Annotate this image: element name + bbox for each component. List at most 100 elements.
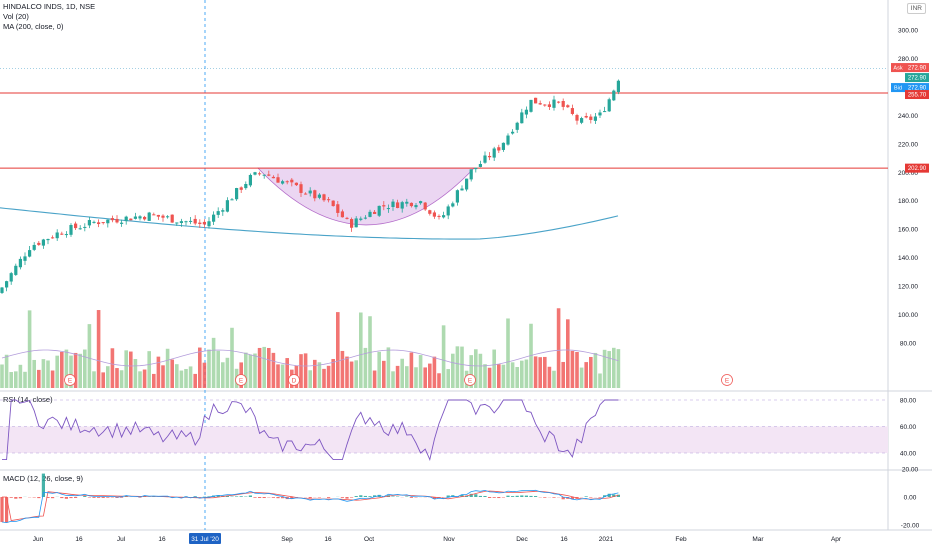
candle-body [382,205,386,207]
candle-body [405,201,409,204]
volume-bar [607,351,611,388]
price-axis-tick: 100.00 [898,312,918,319]
macd-histogram-bar [18,497,22,499]
time-axis-label: Mar [752,536,764,543]
candle-body [230,199,234,201]
macd-histogram-bar [14,497,18,499]
macd-histogram-bar [552,497,556,498]
rsi-axis-tick: 40.00 [900,451,917,458]
candle-body [166,216,170,218]
candle-body [5,281,9,288]
macd-signal-line [2,490,619,521]
candle-body [520,112,524,124]
time-axis-label: 16 [324,536,332,543]
volume-bar [211,337,216,388]
macd-histogram-bar [92,497,96,498]
candle-body [294,182,298,186]
volume-bar [41,359,46,388]
volume-bar [276,364,280,388]
macd-histogram-bar [69,497,73,499]
time-axis-label: 31 Jul '20 [191,536,219,543]
volume-bar [64,349,69,388]
macd-histogram-bar [359,495,363,497]
candle-body [345,217,349,219]
candle-body [198,222,202,224]
time-axis-label: Oct [364,536,374,543]
volume-ma-line [1,349,619,367]
candle-body [106,219,110,224]
volume-bar [423,367,427,388]
volume-bar [469,355,473,388]
volume-bar [18,364,23,388]
volume-bar [184,368,188,388]
macd-histogram-bar [327,497,331,498]
volume-bar [510,362,515,388]
macd-histogram-bar [469,493,473,497]
candle-body [515,122,519,130]
candle-body [156,214,160,217]
candle-body [363,217,367,219]
candle-body [428,210,432,214]
volume-bar [83,349,87,388]
volume-bar [27,310,32,388]
volume-bar [32,359,36,388]
volume-bar [152,373,156,388]
price-badge-value: 272.90 [908,86,927,92]
macd-histogram-bar [474,494,478,497]
candle-body [175,222,179,224]
macd-histogram-bar [83,496,87,497]
volume-bar [340,350,345,388]
candle-body [235,188,239,200]
candle-body [78,228,82,230]
price-axis-tick: 160.00 [898,227,918,234]
candle-body [580,118,584,123]
candle-body [9,273,13,282]
macd-histogram-bar [478,495,482,497]
candle-body [543,104,547,106]
candle-body [612,90,616,101]
candle-body [64,234,68,236]
candle-body [281,181,285,184]
macd-histogram-bar [101,497,105,498]
price-badge [905,163,929,173]
macd-histogram-bar [276,497,280,499]
candle-body [60,233,64,235]
volume-bar [4,354,9,388]
currency-label[interactable]: INR [906,3,926,14]
macd-histogram-bar [120,497,124,498]
candle-body [170,214,174,223]
candle-body [409,202,413,207]
candle-body [589,116,593,120]
volume-bar [602,349,607,388]
volume-bar [133,359,138,388]
macd-histogram-bar [492,497,496,498]
candle-body [327,199,331,201]
time-axis-label: 2021 [599,536,614,543]
earnings-marker-icon [288,374,300,386]
volume-bar [566,319,570,388]
candle-body [202,221,206,225]
volume-bar [14,371,18,388]
price-badge-value: 272.90 [908,76,927,82]
rsi-axis-tick: 60.00 [900,424,917,431]
volume-bar [92,371,96,388]
candle-body [304,193,308,195]
volume-bar [359,312,363,388]
volume-bar [230,327,234,388]
volume-bar [501,364,506,388]
candle-body [350,219,354,228]
volume-bar [487,367,492,388]
volume-bar [0,364,4,388]
candle-body [483,155,487,163]
macd-histogram-bar [354,496,358,497]
macd-histogram-bar [598,497,602,498]
candle-body [161,215,165,218]
candle-body [55,232,59,239]
candle-body [557,101,561,103]
price-badge [905,63,929,73]
macd-histogram-bar [258,497,262,498]
candle-body [561,100,565,107]
price-badge [905,73,929,83]
macd-axis-tick: -20.00 [901,523,920,530]
